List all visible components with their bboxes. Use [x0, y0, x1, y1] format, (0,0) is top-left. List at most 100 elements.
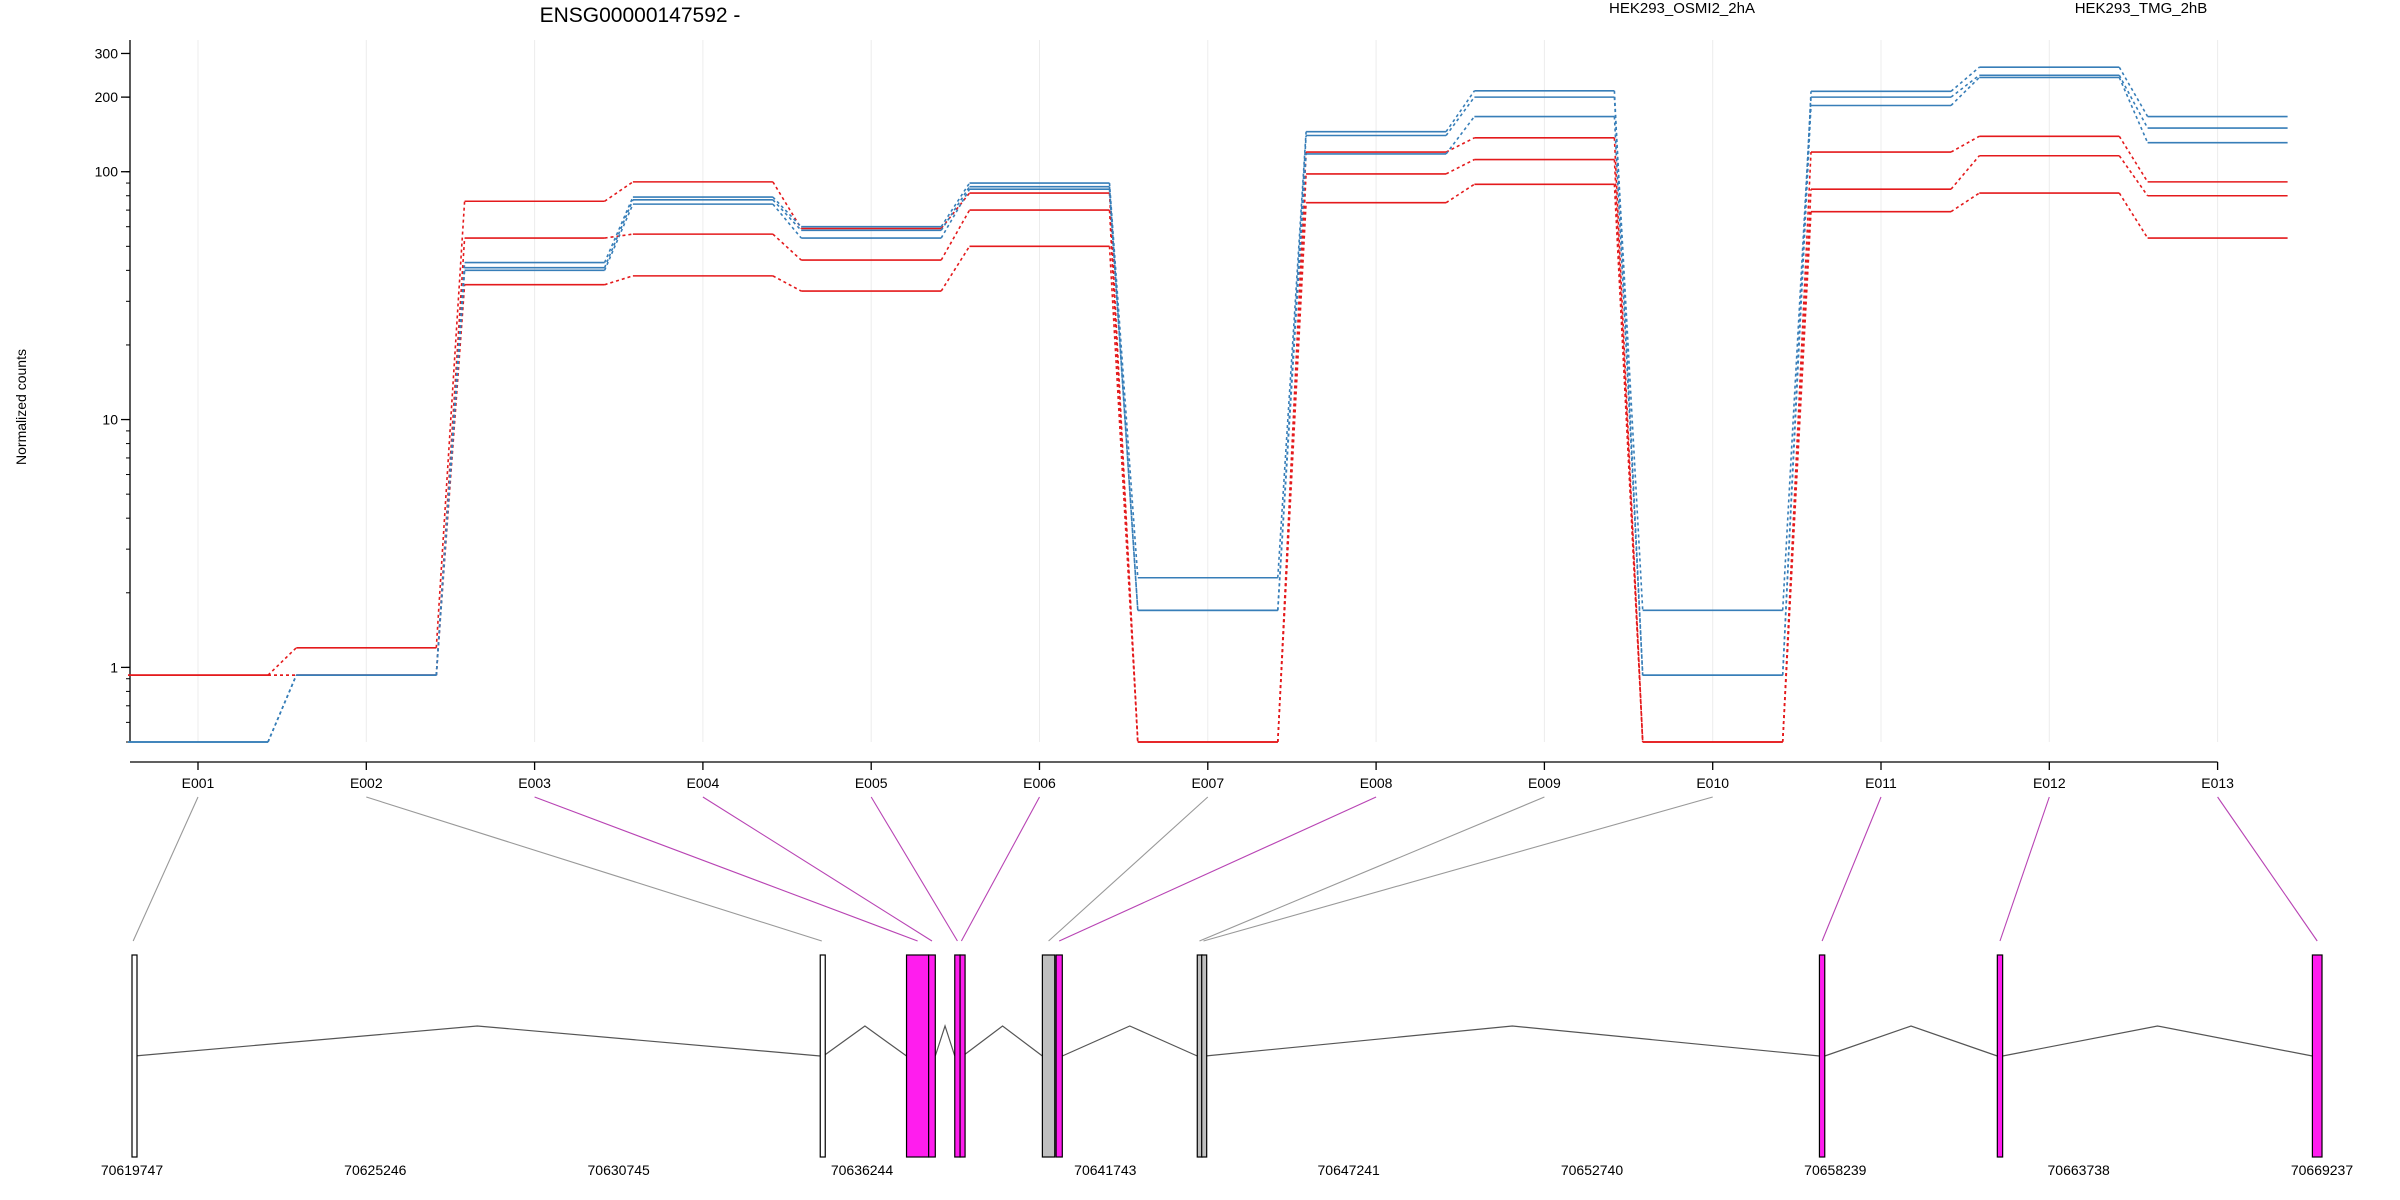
intron-line: [822, 1025, 907, 1057]
exon-link: [2217, 796, 2318, 942]
series-connector: [1781, 152, 1812, 743]
legend-entry-tmg: HEK293_TMG_2hB: [2075, 0, 2208, 17]
x-tick-label: E009: [1528, 775, 1561, 791]
exon-link: [1203, 796, 1713, 942]
x-axis: E001 E002 E003 E004 E005 E006 E007 E008 E009 E010…: [130, 761, 2234, 791]
series-connector: [267, 674, 298, 743]
series-connector: [604, 275, 634, 286]
series-connector: [1613, 97, 1644, 611]
series-connector: [1108, 210, 1139, 743]
series-connector: [1277, 202, 1307, 743]
series-lines: [128, 66, 2288, 743]
intron-line: [1205, 1025, 1820, 1057]
x-tick-label: E006: [1023, 775, 1056, 791]
exon-link: [534, 796, 918, 942]
exon-box: [928, 954, 936, 1158]
x-tick-label: E012: [2033, 775, 2066, 791]
series-connector: [1950, 135, 1980, 153]
exon-link: [960, 796, 1040, 942]
y-axis: 1 10 100 200 300: [95, 40, 131, 743]
intron-line: [1824, 1025, 1998, 1057]
exon-link: [1821, 796, 1882, 942]
exon-link: [1048, 796, 1209, 942]
series-connector: [1445, 137, 1475, 153]
exon-link: [1999, 796, 2050, 942]
series-connector: [940, 192, 971, 230]
exon-link: [1058, 796, 1377, 942]
series-connector: [1277, 131, 1307, 578]
series-connector: [772, 275, 802, 292]
series-connector: [1950, 76, 1980, 107]
legend-entry-osmi: HEK293_OSMI2_2hA: [1609, 0, 1755, 17]
series-connector: [772, 196, 802, 228]
x-tick-label: E011: [1865, 775, 1897, 791]
intron-line: [962, 1025, 1043, 1057]
exon-box: [905, 954, 930, 1158]
series-connector: [1108, 246, 1139, 743]
exon-box: [2311, 954, 2323, 1158]
y-tick-label: 10: [102, 412, 118, 428]
y-tick-label: 100: [95, 164, 119, 180]
series-connector: [2118, 155, 2149, 197]
exon-box: [131, 954, 138, 1158]
y-tick-label: 1: [110, 659, 118, 675]
intron-line: [1062, 1025, 1198, 1057]
exon-link: [1199, 796, 1545, 942]
series-connector: [1277, 135, 1307, 611]
series-connector: [2118, 74, 2149, 129]
series-connector: [1445, 90, 1476, 133]
exon-box: [959, 954, 966, 1158]
series-connector: [603, 196, 634, 263]
series-2: [128, 183, 2288, 743]
series-connector: [1445, 183, 1475, 204]
x-tick-label: E002: [350, 775, 383, 791]
y-tick-label: 200: [95, 89, 119, 105]
intron-line: [2002, 1025, 2313, 1057]
genomic-tick-label: 70647241: [1318, 1162, 1381, 1178]
series-connector: [1781, 97, 1812, 611]
series-connector: [435, 284, 466, 676]
intron-line: [934, 1024, 956, 1057]
series-connector: [1613, 116, 1644, 676]
series-connector: [772, 199, 802, 231]
x-tick-label: E007: [1191, 775, 1224, 791]
series-connector: [1781, 211, 1812, 743]
genomic-tick-label: 70630745: [588, 1162, 651, 1178]
series-connector: [1445, 96, 1476, 136]
series-connector: [604, 181, 634, 202]
genomic-tick-label: 70658239: [1804, 1162, 1867, 1178]
series-connector: [2118, 192, 2149, 239]
series-connector: [1108, 189, 1139, 611]
exon-box: [819, 954, 826, 1158]
exon-link: [132, 796, 199, 942]
genomic-tick-label: 70625246: [344, 1162, 407, 1178]
series-5: [128, 76, 2288, 743]
x-tick-label: E004: [687, 775, 720, 791]
series-connector: [603, 199, 634, 268]
intron-line: [134, 1025, 821, 1057]
exon-box: [1201, 954, 1208, 1158]
x-tick-label: E008: [1360, 775, 1393, 791]
genomic-axis: 70619747 70625246 70630745 70636244 70641743…: [101, 1162, 2354, 1178]
series-connector: [1950, 192, 1980, 213]
series-connector: [940, 209, 971, 261]
series-connector: [940, 182, 971, 228]
series-connector: [1781, 105, 1812, 676]
genomic-tick-label: 70669237: [2291, 1162, 2354, 1178]
genomic-tick-label: 70619747: [101, 1162, 164, 1178]
exon-box: [1041, 954, 1056, 1158]
exon-link: [366, 796, 822, 942]
genomic-tick-label: 70663738: [2048, 1162, 2111, 1178]
series-connector: [1108, 186, 1139, 611]
exon-box: [954, 954, 961, 1158]
series-connector: [2118, 66, 2149, 117]
y-axis-label: Normalized counts: [13, 349, 29, 465]
chart-title: ENSG00000147592 -: [540, 4, 741, 27]
series-connector: [940, 186, 971, 231]
exon-link: [702, 796, 933, 942]
series-connector: [1277, 153, 1307, 611]
genomic-tick-label: 70641743: [1074, 1162, 1137, 1178]
series-connector: [435, 201, 466, 648]
exon-link: [870, 796, 958, 942]
